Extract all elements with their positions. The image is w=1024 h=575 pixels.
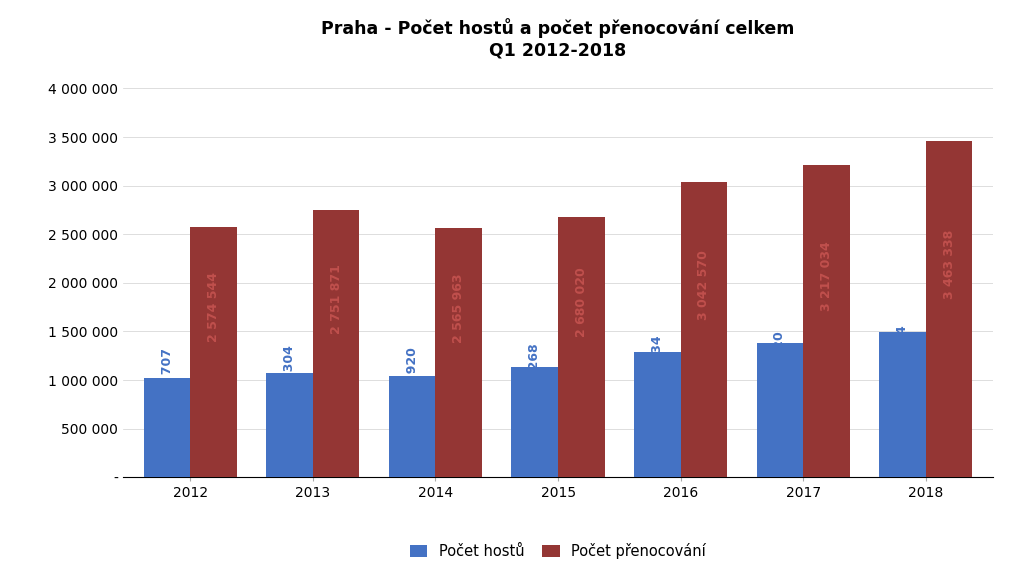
Bar [757, 343, 803, 477]
Text: 2 565 963: 2 565 963 [453, 273, 465, 343]
Bar [313, 210, 359, 477]
Text: 1 022 707: 1 022 707 [161, 348, 173, 418]
Text: 1 293 034: 1 293 034 [651, 335, 664, 405]
Bar [926, 141, 973, 477]
Bar [558, 217, 604, 477]
Text: 2 751 871: 2 751 871 [330, 264, 343, 334]
Bar [803, 164, 850, 477]
Text: 1 075 304: 1 075 304 [283, 346, 296, 415]
Bar [681, 182, 727, 477]
Bar [435, 228, 482, 477]
Text: 1 377 820: 1 377 820 [773, 331, 786, 401]
Text: 3 042 570: 3 042 570 [697, 250, 711, 320]
Legend: Počet hostů, Počet přenocování: Počet hostů, Počet přenocování [404, 538, 712, 565]
Bar [266, 373, 313, 477]
Text: 1 131 268: 1 131 268 [528, 343, 542, 412]
Text: 3 217 034: 3 217 034 [820, 242, 834, 311]
Text: 2 680 020: 2 680 020 [574, 267, 588, 338]
Text: 1 499 044: 1 499 044 [896, 325, 909, 394]
Bar [389, 376, 435, 477]
Title: Praha - Počet hostů a počet přenocování celkem
Q1 2012-2018: Praha - Počet hostů a počet přenocování … [322, 18, 795, 59]
Bar [143, 378, 190, 477]
Bar [634, 351, 681, 477]
Bar [190, 227, 237, 477]
Text: 2 574 544: 2 574 544 [207, 273, 220, 342]
Bar [880, 332, 926, 477]
Text: 1 042 920: 1 042 920 [406, 347, 419, 417]
Text: 3 463 338: 3 463 338 [943, 230, 955, 299]
Bar [512, 367, 558, 477]
